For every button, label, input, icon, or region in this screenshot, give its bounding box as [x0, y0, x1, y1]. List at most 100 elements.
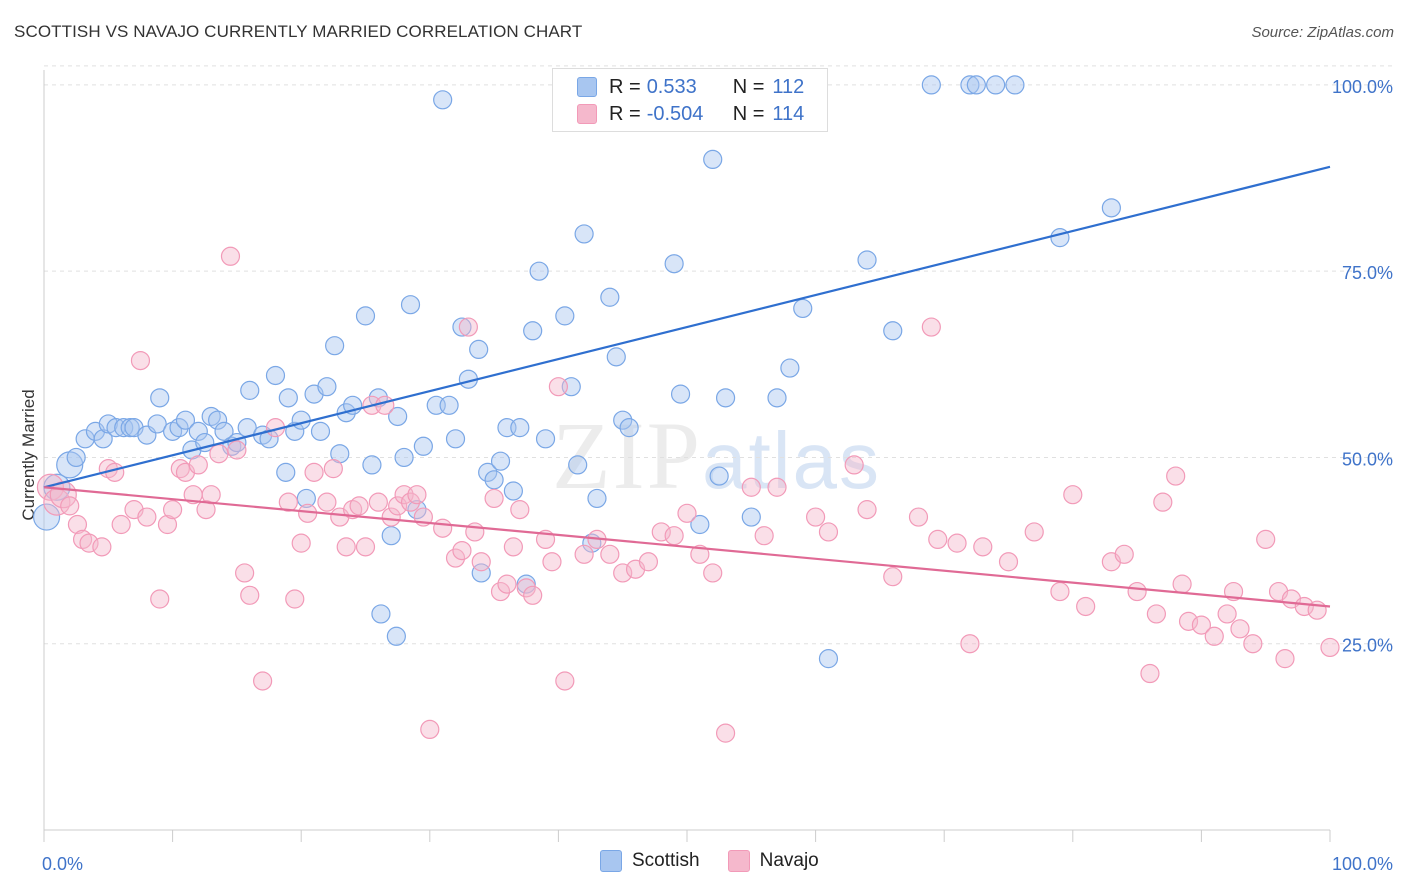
navajo-point	[452, 540, 472, 561]
navajo-point	[420, 719, 440, 740]
navajo-point	[497, 574, 517, 594]
navajo-point	[79, 533, 99, 553]
navajo-point	[510, 500, 530, 520]
scottish-point	[400, 295, 421, 315]
scottish-point	[966, 75, 986, 95]
legend-row-navajo: R = -0.504 N = 114	[577, 101, 804, 127]
navajo-point	[111, 514, 131, 535]
navajo-point	[973, 537, 993, 557]
navajo-point	[741, 477, 761, 497]
legend-r-value: -0.504	[646, 102, 704, 125]
navajo-point	[375, 395, 395, 415]
navajo-point	[998, 552, 1019, 572]
series-legend: Scottish Navajo	[600, 850, 847, 872]
navajo-point	[960, 634, 980, 654]
legend-item-navajo[interactable]: Navajo	[727, 850, 819, 872]
navajo-point	[1127, 581, 1147, 602]
navajo-point	[1050, 581, 1070, 602]
legend-label-navajo: Navajo	[759, 850, 819, 871]
scottish-point	[767, 388, 787, 408]
navajo-point	[555, 671, 575, 691]
scottish-point	[1005, 75, 1025, 95]
navajo-point	[1178, 611, 1199, 631]
x-tick-label-min: 0.0%	[42, 854, 83, 874]
navajo-point	[220, 246, 241, 266]
navajo-point	[516, 578, 536, 598]
navajo-point	[304, 462, 324, 482]
legend-swatch-scottish	[577, 77, 597, 97]
navajo-trend-line	[43, 486, 1331, 608]
navajo-point	[188, 455, 208, 475]
scottish-point	[587, 488, 607, 509]
scottish-point	[394, 447, 414, 468]
navajo-point	[253, 671, 273, 691]
scottish-point	[188, 421, 208, 441]
chart-title: SCOTTISH VS NAVAJO CURRENTLY MARRIED COR…	[14, 22, 583, 41]
chart-source: Source: ZipAtlas.com	[1251, 24, 1394, 41]
navajo-point	[767, 477, 787, 497]
navajo-point	[355, 537, 376, 557]
navajo-point	[664, 526, 684, 546]
navajo-point	[1114, 544, 1134, 564]
scottish-point	[147, 414, 167, 434]
scottish-point	[169, 418, 189, 438]
scottish-point	[529, 261, 549, 281]
navajo-point	[137, 507, 157, 527]
scottish-point	[386, 626, 406, 646]
scottish-point	[664, 254, 684, 274]
navajo-point	[490, 581, 511, 602]
legend-n-value: 112	[772, 75, 805, 98]
scottish-point	[921, 75, 941, 95]
scottish-point	[388, 406, 408, 427]
scottish-point	[568, 455, 588, 475]
scottish-point	[780, 358, 800, 378]
legend-n-label: N =	[732, 102, 765, 125]
navajo-point	[60, 496, 80, 516]
navajo-point	[433, 518, 453, 538]
navajo-point	[928, 529, 948, 550]
navajo-point	[92, 537, 112, 557]
navajo-point	[1294, 596, 1314, 617]
navajo-point	[690, 544, 710, 564]
navajo-point	[227, 440, 247, 460]
scottish-point	[66, 447, 86, 468]
watermark-atlas: atlas	[702, 416, 881, 505]
scottish-point	[278, 388, 298, 408]
legend-label-scottish: Scottish	[632, 850, 700, 871]
scottish-point	[291, 410, 311, 430]
navajo-point	[1146, 604, 1166, 624]
legend-r-value: 0.533	[646, 75, 697, 98]
legend-n-value: 114	[772, 102, 805, 125]
scottish-point	[240, 380, 260, 400]
scottish-point	[93, 429, 113, 449]
scottish-point	[208, 410, 228, 430]
navajo-point	[1153, 492, 1173, 512]
navajo-point	[1166, 466, 1186, 486]
correlation-legend: R = 0.533 N = 112 R = -0.504 N = 114	[552, 68, 828, 132]
legend-row-scottish: R = 0.533 N = 112	[577, 74, 804, 100]
navajo-point	[317, 492, 337, 512]
navajo-point	[548, 377, 569, 397]
navajo-point	[196, 500, 216, 520]
navajo-point	[170, 459, 190, 479]
scottish-point	[407, 500, 427, 520]
navajo-point	[105, 462, 125, 482]
navajo-point	[703, 563, 723, 583]
legend-item-scottish[interactable]: Scottish	[600, 850, 700, 872]
navajo-point	[349, 496, 369, 516]
scottish-point	[259, 429, 279, 449]
legend-r-label: R =	[609, 102, 641, 125]
scottish-point	[433, 90, 453, 110]
scottish-point	[439, 395, 459, 415]
scottish-point	[452, 317, 472, 337]
scottish-point	[741, 507, 761, 527]
navajo-point	[1230, 619, 1250, 639]
navajo-point	[921, 317, 941, 337]
scottish-point	[478, 462, 498, 482]
navajo-point	[130, 350, 151, 371]
scottish-point	[818, 649, 839, 669]
legend-swatch-navajo	[577, 104, 597, 124]
scottish-point	[490, 451, 511, 471]
scottish-point	[445, 429, 466, 449]
scottish-point	[670, 384, 691, 404]
